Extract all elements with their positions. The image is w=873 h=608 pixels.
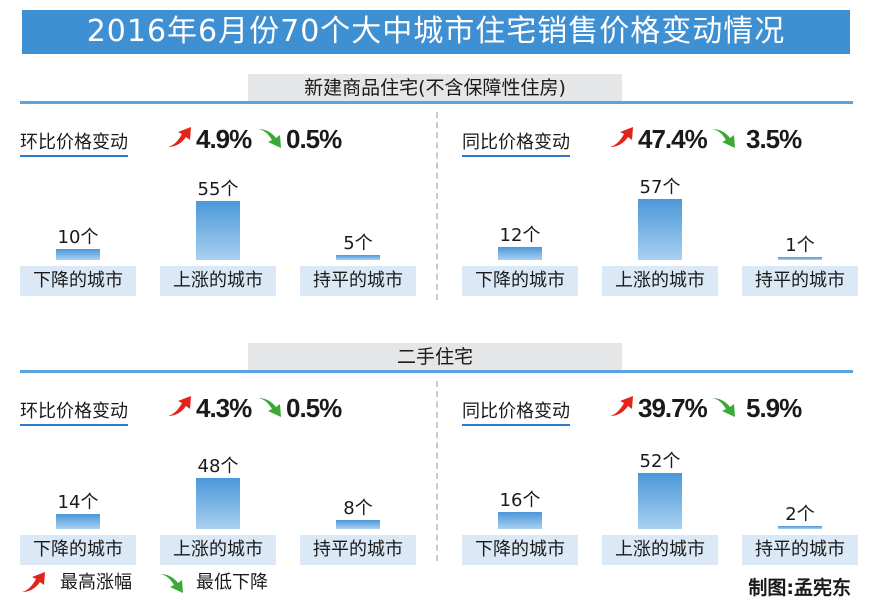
metric-label: 同比价格变动	[462, 128, 570, 157]
max-rise-value: 4.9%	[196, 124, 252, 154]
bar-value-label: 52个	[639, 451, 681, 473]
bar-decline	[498, 247, 542, 260]
bar-value-label: 57个	[639, 177, 681, 198]
price-change-panel: 环比价格变动 4.9% 0.5% 10个下降的城市 55个上涨的城市 5个持平的城市	[20, 124, 420, 308]
rise-arrow-icon	[168, 396, 191, 416]
section-heading-resale-homes: 二手住宅	[248, 343, 622, 371]
section-heading-new-homes: 新建商品住宅(不含保障性住房)	[248, 74, 622, 102]
max-fall-value: 0.5%	[286, 393, 342, 423]
bar-flat	[336, 520, 380, 529]
max-fall-value: 3.5%	[746, 124, 802, 154]
category-label-rise: 上涨的城市	[160, 266, 276, 296]
category-label-flat: 持平的城市	[300, 266, 416, 296]
bar-value-label: 1个	[785, 235, 815, 256]
chart-title-bar: 2016年6月份70个大中城市住宅销售价格变动情况	[22, 10, 850, 54]
rise-arrow-icon	[610, 396, 633, 416]
bar-value-label: 10个	[57, 227, 99, 249]
bar-value-label: 16个	[499, 489, 541, 511]
metric-label: 同比价格变动	[462, 397, 570, 426]
panel-divider	[436, 112, 438, 300]
max-rise-value: 39.7%	[638, 393, 708, 423]
category-label-decline: 下降的城市	[20, 266, 136, 296]
fall-arrow-icon	[712, 398, 735, 417]
legend-fall-label: 最低下降	[196, 572, 268, 593]
fall-arrow-icon	[160, 574, 183, 593]
price-change-panel: 环比价格变动 4.3% 0.5% 14个下降的城市 48个上涨的城市 8个持平的城市	[20, 393, 420, 577]
category-label-decline: 下降的城市	[462, 535, 578, 565]
category-label-flat: 持平的城市	[742, 535, 858, 565]
bar-flat	[778, 257, 822, 260]
category-label-rise: 上涨的城市	[602, 266, 718, 296]
rise-arrow-icon	[610, 127, 633, 147]
bar-decline	[56, 514, 100, 529]
bar-flat	[778, 526, 822, 529]
bar-decline	[56, 249, 100, 260]
category-label-flat: 持平的城市	[742, 266, 858, 296]
max-fall-value: 5.9%	[746, 393, 802, 423]
category-label-decline: 下降的城市	[462, 266, 578, 296]
bar-value-label: 48个	[197, 455, 239, 477]
bar-flat	[336, 254, 380, 260]
chart-title: 2016年6月份70个大中城市住宅销售价格变动情况	[86, 14, 786, 49]
bar-value-label: 14个	[57, 492, 99, 514]
bar-decline	[498, 511, 542, 529]
max-fall-value: 0.5%	[286, 124, 342, 154]
category-label-rise: 上涨的城市	[602, 535, 718, 565]
legend-rise-label: 最高涨幅	[60, 572, 132, 593]
section-heading-text: 新建商品住宅(不含保障性住房)	[304, 77, 566, 99]
section-rule	[20, 101, 853, 104]
price-change-panel: 同比价格变动 47.4% 3.5% 12个下降的城市 57个上涨的城市 1个持平的城市	[462, 124, 862, 308]
bar-rise	[196, 201, 240, 260]
section-heading-text: 二手住宅	[396, 346, 473, 368]
fall-arrow-icon	[258, 129, 281, 148]
category-label-decline: 下降的城市	[20, 535, 136, 565]
category-label-flat: 持平的城市	[300, 535, 416, 565]
fall-arrow-icon	[712, 129, 735, 148]
panel-divider	[436, 381, 438, 561]
rise-arrow-icon	[22, 572, 45, 592]
bar-rise	[196, 477, 240, 529]
metric-label: 环比价格变动	[20, 397, 128, 426]
bar-value-label: 2个	[785, 504, 815, 525]
max-rise-value: 4.3%	[196, 393, 252, 423]
bar-value-label: 8个	[343, 498, 373, 520]
price-change-panel: 同比价格变动 39.7% 5.9% 16个下降的城市 52个上涨的城市 2个持平的城市	[462, 393, 862, 577]
section-rule	[20, 370, 853, 373]
bar-value-label: 55个	[197, 179, 239, 201]
fall-arrow-icon	[258, 398, 281, 417]
bar-rise	[638, 473, 682, 529]
category-label-rise: 上涨的城市	[160, 535, 276, 565]
rise-arrow-icon	[168, 127, 191, 147]
bar-value-label: 12个	[499, 225, 541, 247]
bar-value-label: 5个	[343, 232, 373, 254]
max-rise-value: 47.4%	[638, 124, 708, 154]
chart-credit: 制图:孟宪东	[748, 577, 851, 599]
metric-label: 环比价格变动	[20, 128, 128, 157]
bar-rise	[638, 199, 682, 260]
